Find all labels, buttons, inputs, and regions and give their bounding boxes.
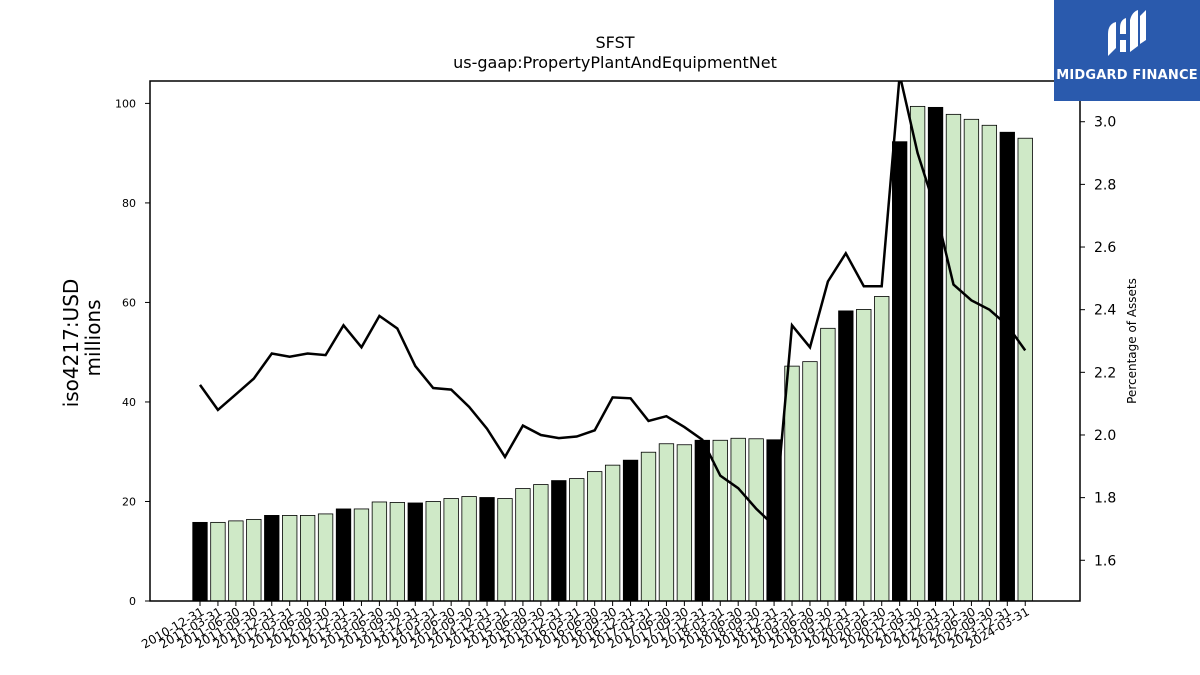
- bar: [497, 498, 513, 602]
- bar: [210, 521, 226, 602]
- bar: [353, 508, 370, 602]
- bar: [927, 106, 944, 602]
- bar: [317, 513, 334, 602]
- logo-mark-icon: [1108, 10, 1146, 56]
- bar: [694, 439, 710, 602]
- brand-logo: MIDGARD FINANCE: [1054, 0, 1200, 101]
- bar: [730, 437, 746, 602]
- y-right-tick-label: 2.4: [1094, 303, 1116, 319]
- y-right-tick-label: 2.8: [1094, 177, 1116, 193]
- bar: [443, 498, 459, 602]
- y-tick-label: 80: [122, 197, 136, 210]
- series-line: [198, 81, 1027, 529]
- bar: [999, 131, 1015, 602]
- bar: [640, 451, 657, 602]
- bar: [299, 515, 316, 602]
- bar: [676, 444, 693, 602]
- bar: [981, 124, 998, 602]
- bar: [515, 488, 531, 602]
- bar: [246, 518, 262, 602]
- bar: [228, 520, 244, 602]
- bar: [963, 118, 980, 602]
- bar: [282, 515, 298, 602]
- y-axis-right: 1.6 1.8 2.0 2.2 2.4 2.6 2.8 3.0: [1080, 115, 1116, 569]
- y-tick-label: 40: [122, 396, 136, 409]
- y-tick-label: 60: [122, 296, 136, 309]
- bar: [856, 309, 872, 602]
- bar: [874, 296, 890, 602]
- y-right-tick-label: 2.6: [1094, 240, 1116, 256]
- y-tick-label: 20: [122, 495, 136, 508]
- bar: [658, 443, 675, 602]
- bar: [335, 508, 352, 602]
- chart-subtitle: us-gaap:PropertyPlantAndEquipmentNet: [453, 53, 777, 72]
- bar: [425, 501, 441, 602]
- line-group: [198, 81, 1027, 529]
- bar: [371, 501, 388, 602]
- y-right-tick-label: 1.8: [1094, 491, 1116, 507]
- y-axis-left: 0 20 40 60 80 100: [115, 97, 150, 608]
- y-tick-label: 100: [115, 97, 136, 110]
- chart-title: SFST: [595, 33, 634, 52]
- bar: [407, 502, 423, 602]
- bar: [604, 464, 621, 602]
- y-right-tick-label: 3.0: [1094, 115, 1116, 131]
- bar: [909, 105, 926, 602]
- bar: [784, 365, 800, 602]
- bar: [622, 459, 639, 602]
- brand-name: MIDGARD FINANCE: [1056, 68, 1198, 83]
- y-axis-label-left-unit: millions: [81, 299, 105, 376]
- y-axis-label-right: Percentage of Assets: [1125, 278, 1139, 404]
- bar: [192, 521, 208, 602]
- bar: [838, 310, 854, 602]
- bar: [569, 478, 585, 602]
- bar: [461, 496, 477, 602]
- y-tick-label: 0: [129, 595, 136, 608]
- plot-frame: [149, 80, 1081, 602]
- bar: [945, 113, 962, 602]
- bar: [389, 502, 405, 602]
- y-right-tick-label: 2.0: [1094, 428, 1116, 444]
- bar: [587, 471, 603, 602]
- y-right-tick-label: 1.6: [1094, 553, 1116, 569]
- bar: [533, 484, 549, 602]
- bar: [892, 141, 908, 602]
- y-axis-label-left: iso4217:USD: [59, 279, 83, 408]
- bar: [264, 515, 280, 602]
- bar: [479, 497, 495, 602]
- bar: [551, 480, 567, 602]
- bar: [1017, 137, 1033, 602]
- bar: [802, 361, 818, 602]
- bar: [820, 327, 836, 602]
- x-axis: 2010-12-312011-03-312011-06-302011-09-30…: [139, 601, 1032, 651]
- y-right-tick-label: 2.2: [1094, 365, 1116, 381]
- bar: [748, 438, 764, 602]
